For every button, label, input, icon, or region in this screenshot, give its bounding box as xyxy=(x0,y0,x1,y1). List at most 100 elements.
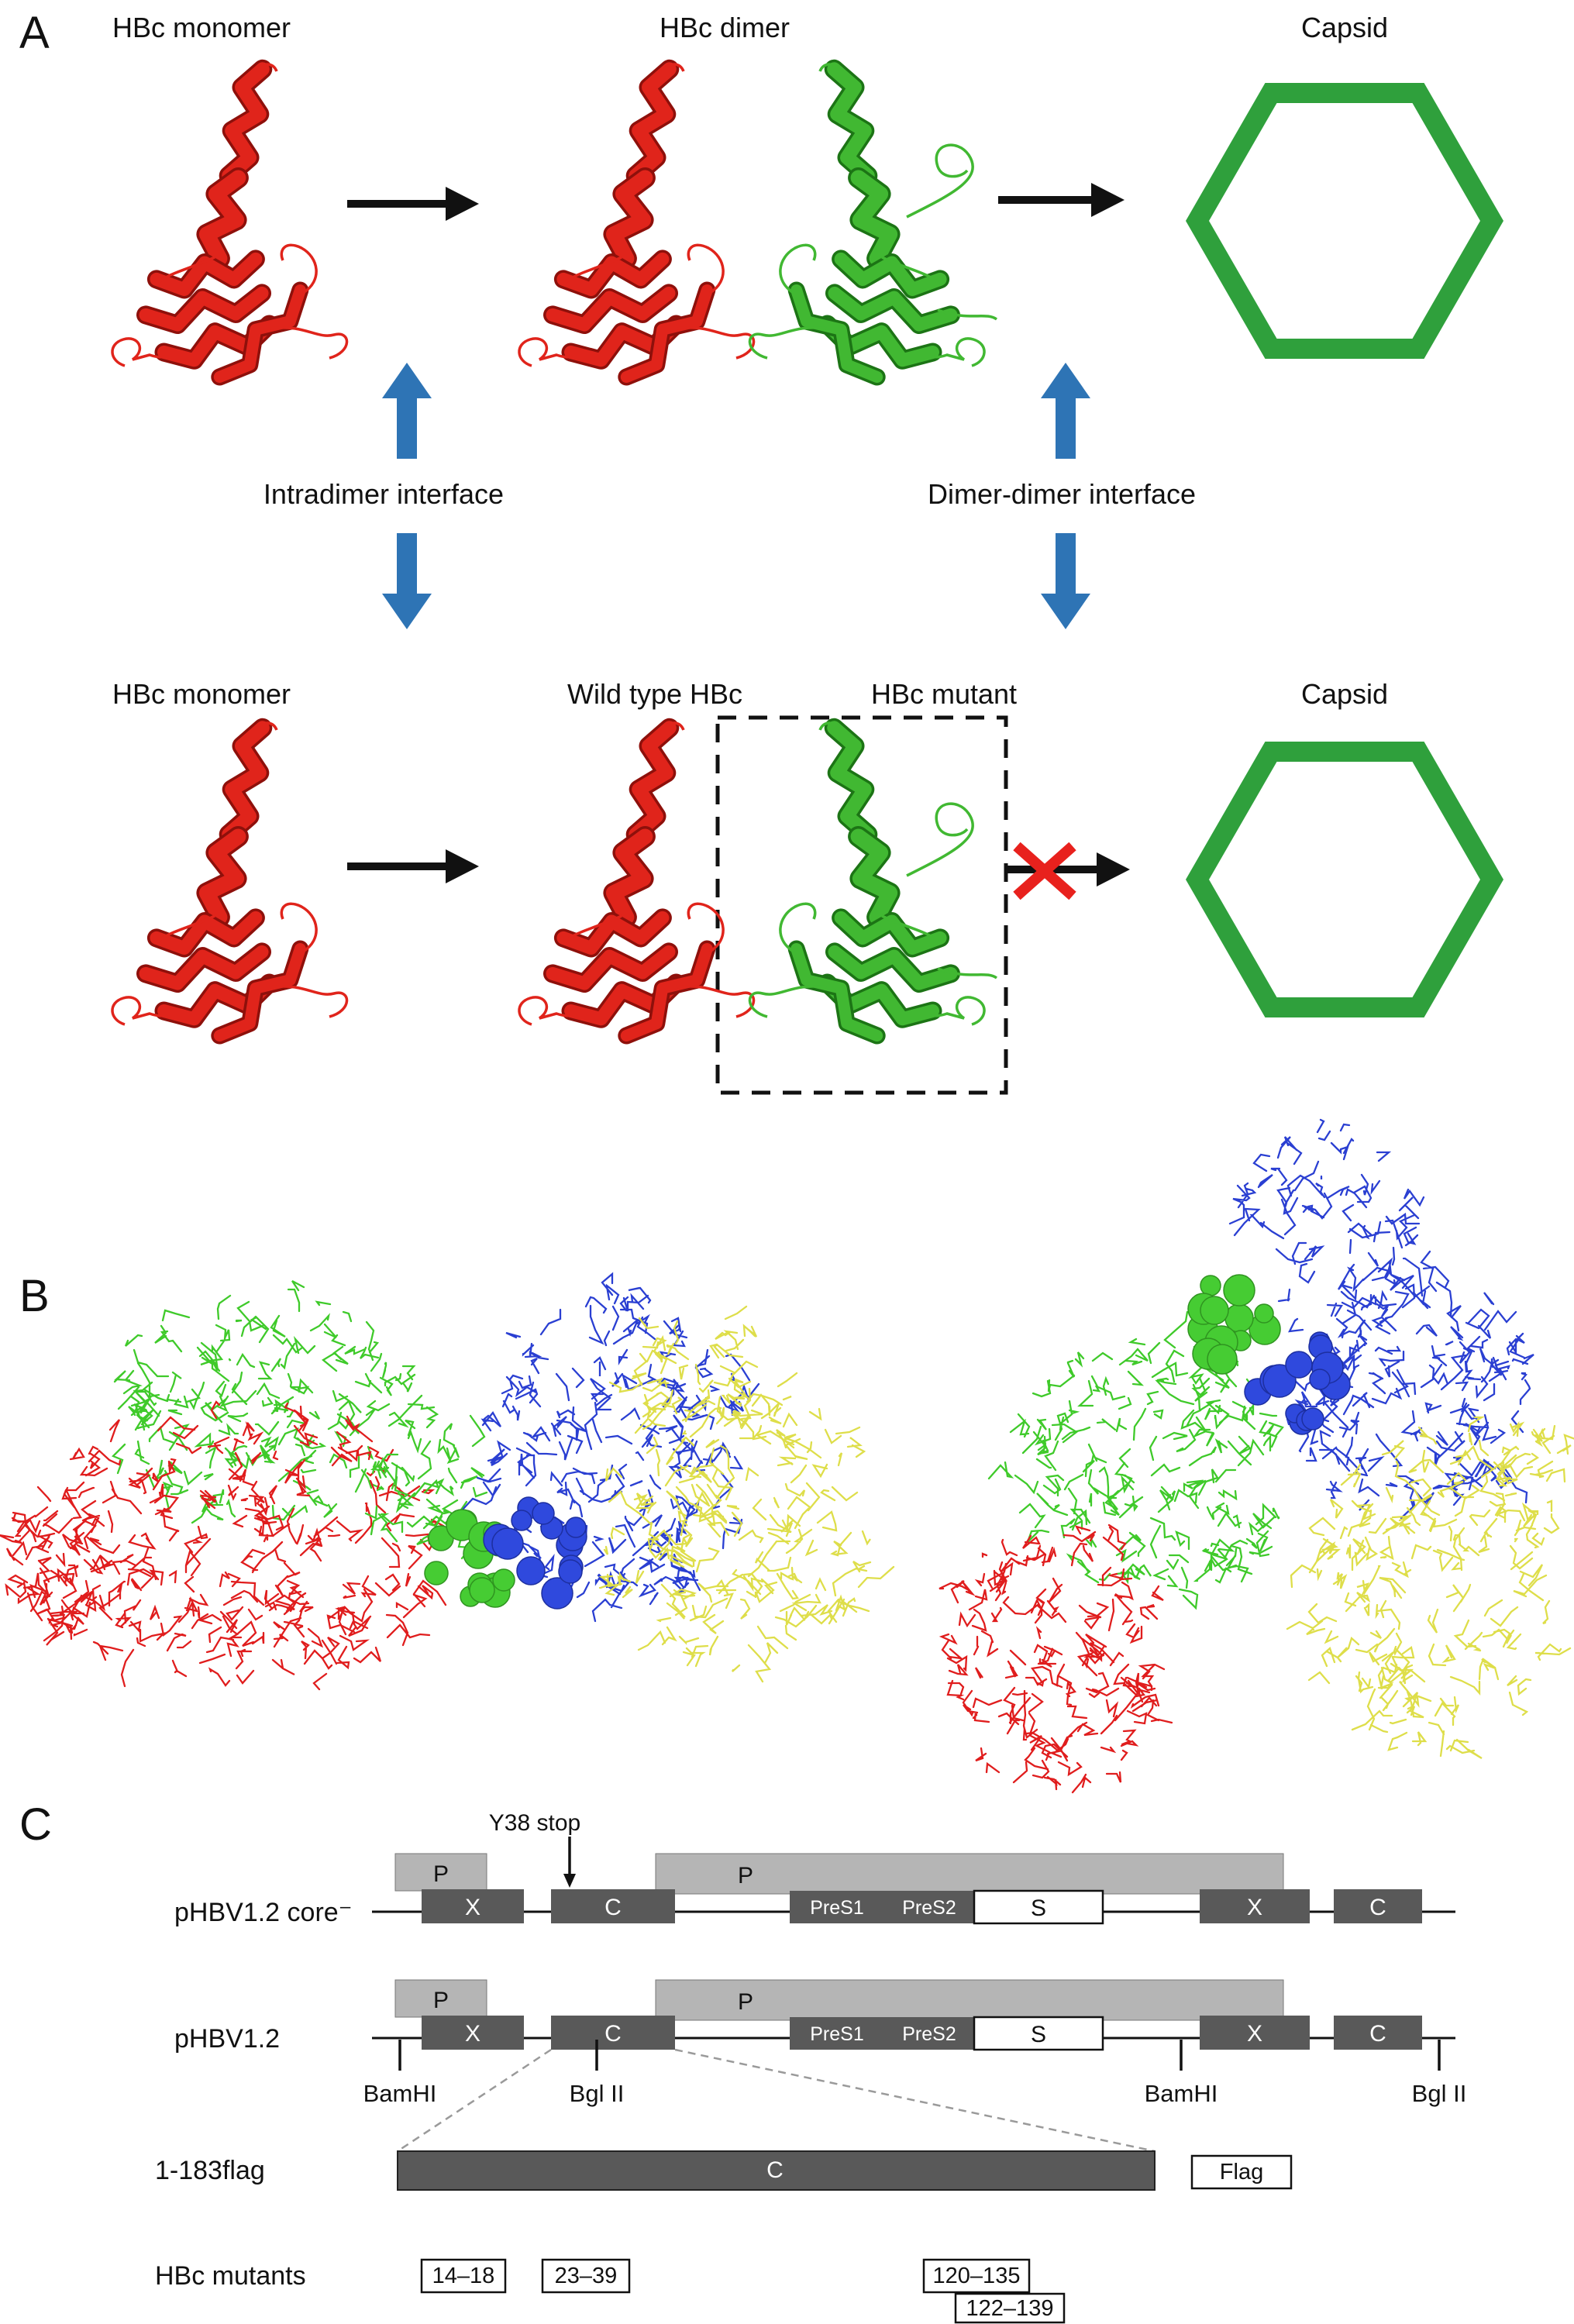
gene-box-x-left-1 xyxy=(422,1889,524,1923)
gene-label-p-large-2: P xyxy=(738,1989,753,2015)
stick-chain xyxy=(1286,1426,1572,1759)
gene-label-p-small-1: P xyxy=(433,1861,449,1887)
interface-sphere xyxy=(541,1577,573,1610)
flag-tag-label: Flag xyxy=(1220,2160,1263,2185)
monomer-half xyxy=(518,59,756,386)
interface-sphere xyxy=(1207,1344,1238,1375)
gene-label-x-right-2: X xyxy=(1247,2021,1262,2047)
mutant-box-120-135 xyxy=(922,2258,1031,2294)
interface-sphere xyxy=(516,1556,546,1585)
arrow-head xyxy=(446,187,479,221)
label-y38-stop: Y38 stop xyxy=(489,1810,580,1836)
mutant-label-23-39: 23–39 xyxy=(555,2264,618,2288)
gene-label-p-small-2: P xyxy=(433,1988,449,2013)
site-label-bglii-1: Bgl II xyxy=(570,2080,625,2107)
panel-c-label: C xyxy=(19,1799,52,1850)
interface-sphere xyxy=(469,1577,495,1603)
dimer-dimer-arrow-down-icon xyxy=(1041,533,1090,629)
gene-box-c-right-2 xyxy=(1334,2016,1422,2050)
intradimer-arrow-down-icon xyxy=(382,533,432,629)
panel-b-label: B xyxy=(19,1271,50,1321)
gene-box-pres2-1 xyxy=(884,1891,974,1923)
gene-box-pres1-2 xyxy=(790,2017,884,2050)
stick-chain xyxy=(0,1481,157,1642)
arrow-monomer-to-dimer xyxy=(347,187,479,221)
gene-box-s-2 xyxy=(973,2016,1104,2051)
stick-chain xyxy=(354,1406,488,1560)
interface-sphere xyxy=(565,1517,587,1538)
gene-label-c-full: C xyxy=(766,2157,784,2183)
arrow-head xyxy=(446,849,479,883)
label-wild-type-hbc: Wild type HBc xyxy=(567,678,742,710)
arrow-monomer-to-dimer-row2 xyxy=(347,849,479,883)
mutant-label-14-18: 14–18 xyxy=(432,2264,495,2288)
gene-box-x-right-1 xyxy=(1200,1889,1310,1923)
gene-label-x-right-1: X xyxy=(1247,1895,1262,1920)
flag-tag-box xyxy=(1190,2154,1293,2190)
interface-sphere xyxy=(1200,1296,1229,1325)
gene-box-pres1-1 xyxy=(790,1891,884,1923)
gene-box-c-full xyxy=(397,2150,1156,2191)
label-capsid-row1: Capsid xyxy=(1301,12,1388,43)
capsid-hexagon-row2 xyxy=(1185,742,1504,1017)
gene-label-pres1-1: PreS1 xyxy=(810,1897,863,1919)
gene-box-p-large-2 xyxy=(655,1979,1284,2021)
gene-box-s-1 xyxy=(973,1889,1104,1925)
gene-label-c-right-2: C xyxy=(1369,2021,1386,2047)
gene-box-pres2-2 xyxy=(884,2017,974,2050)
gene-label-pres2-2: PreS2 xyxy=(902,2023,956,2045)
arrow-dimer-to-capsid xyxy=(998,183,1125,217)
gene-label-s-2: S xyxy=(1031,2022,1046,2047)
mutant-label-120-135: 120–135 xyxy=(933,2264,1021,2288)
mutant-box-23-39 xyxy=(541,2258,631,2294)
mutant-box-14-18 xyxy=(420,2258,507,2294)
stick-chain xyxy=(111,1279,436,1524)
construct3-label: 1-183flag xyxy=(155,2156,265,2185)
construct2-label: pHBV1.2 xyxy=(174,2024,280,2054)
construct1-label: pHBV1.2 core⁻ xyxy=(174,1898,353,1927)
gene-box-c-right-1 xyxy=(1334,1889,1422,1923)
gene-label-x-left-2: X xyxy=(465,2021,480,2047)
hbc-mutants-label: HBc mutants xyxy=(155,2261,306,2291)
interface-sphere xyxy=(511,1510,532,1531)
zoom-connector-right xyxy=(674,2048,1156,2153)
hbc-mutant-dimer-structure-row2 xyxy=(518,718,998,1045)
mutant-label-122-139: 122–139 xyxy=(966,2296,1054,2321)
interface-sphere xyxy=(1285,1351,1313,1379)
interface-sphere xyxy=(1309,1369,1331,1390)
label-dimer-dimer-interface: Dimer-dimer interface xyxy=(928,478,1196,510)
hbc-monomer-structure-row2 xyxy=(111,718,349,1045)
interface-sphere xyxy=(532,1502,555,1525)
label-capsid-row2: Capsid xyxy=(1301,678,1388,710)
gene-label-x-left-1: X xyxy=(465,1895,480,1920)
gene-box-x-left-2 xyxy=(422,2016,524,2050)
panel-a-label: A xyxy=(19,8,50,58)
stick-chain xyxy=(1446,1416,1574,1549)
gene-box-c-left-1 xyxy=(551,1889,675,1923)
gene-box-p-large-1 xyxy=(655,1853,1284,1895)
interface-sphere xyxy=(1262,1364,1297,1398)
zoom-connector-left xyxy=(397,2048,552,2153)
label-hbc-mutant: HBc mutant xyxy=(871,678,1017,710)
arrow-head xyxy=(1091,183,1125,217)
interface-sphere xyxy=(491,1527,524,1560)
interface-sphere xyxy=(1200,1275,1221,1296)
site-label-bamhi-1: BamHI xyxy=(363,2080,437,2107)
stick-chain xyxy=(939,1524,1173,1794)
hbc-dimer-structure-row1 xyxy=(518,59,998,386)
mutant-box-122-139 xyxy=(954,2292,1066,2324)
gene-label-c-right-1: C xyxy=(1369,1895,1386,1920)
cross-stroke xyxy=(1013,842,1076,900)
mutant-dashed-box xyxy=(715,715,1008,1095)
hbc-monomer-structure-row1 xyxy=(111,59,349,386)
interface-sphere xyxy=(1223,1274,1255,1307)
stick-chain xyxy=(608,1305,784,1430)
stick-chain xyxy=(1228,1118,1425,1311)
gene-label-p-large-1: P xyxy=(738,1863,753,1888)
interface-sphere xyxy=(424,1561,449,1585)
gene-label-s-1: S xyxy=(1031,1895,1046,1921)
gene-label-c-left-2: C xyxy=(604,2021,622,2047)
capsid-hexagon-row1 xyxy=(1185,83,1504,359)
stick-chain xyxy=(987,1310,1284,1610)
